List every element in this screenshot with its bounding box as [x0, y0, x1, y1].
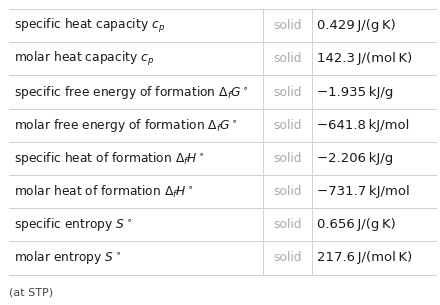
Text: (at STP): (at STP)	[9, 287, 53, 297]
Text: −641.8 kJ/mol: −641.8 kJ/mol	[317, 119, 410, 132]
Text: solid: solid	[273, 218, 301, 231]
Text: 0.656 J/(g K): 0.656 J/(g K)	[317, 218, 396, 231]
Text: specific entropy $S^\circ$: specific entropy $S^\circ$	[14, 216, 132, 233]
Text: 142.3 J/(mol K): 142.3 J/(mol K)	[317, 52, 412, 65]
Text: molar heat of formation $\Delta_f H^\circ$: molar heat of formation $\Delta_f H^\cir…	[14, 184, 194, 200]
Text: −2.206 kJ/g: −2.206 kJ/g	[317, 152, 393, 165]
Text: solid: solid	[273, 185, 301, 198]
Text: solid: solid	[273, 152, 301, 165]
Text: molar heat capacity $c_p$: molar heat capacity $c_p$	[14, 50, 154, 68]
Text: solid: solid	[273, 52, 301, 65]
Text: specific heat capacity $c_p$: specific heat capacity $c_p$	[14, 17, 165, 35]
Text: molar entropy $S^\circ$: molar entropy $S^\circ$	[14, 249, 121, 266]
Text: solid: solid	[273, 86, 301, 99]
Text: 217.6 J/(mol K): 217.6 J/(mol K)	[317, 251, 412, 264]
Text: solid: solid	[273, 119, 301, 132]
Text: specific heat of formation $\Delta_f H^\circ$: specific heat of formation $\Delta_f H^\…	[14, 150, 205, 167]
Text: molar free energy of formation $\Delta_f G^\circ$: molar free energy of formation $\Delta_f…	[14, 117, 238, 134]
Text: −1.935 kJ/g: −1.935 kJ/g	[317, 86, 393, 99]
Text: solid: solid	[273, 19, 301, 32]
Text: specific free energy of formation $\Delta_f G^\circ$: specific free energy of formation $\Delt…	[14, 84, 249, 101]
Text: 0.429 J/(g K): 0.429 J/(g K)	[317, 19, 396, 32]
Text: solid: solid	[273, 251, 301, 264]
Text: −731.7 kJ/mol: −731.7 kJ/mol	[317, 185, 410, 198]
